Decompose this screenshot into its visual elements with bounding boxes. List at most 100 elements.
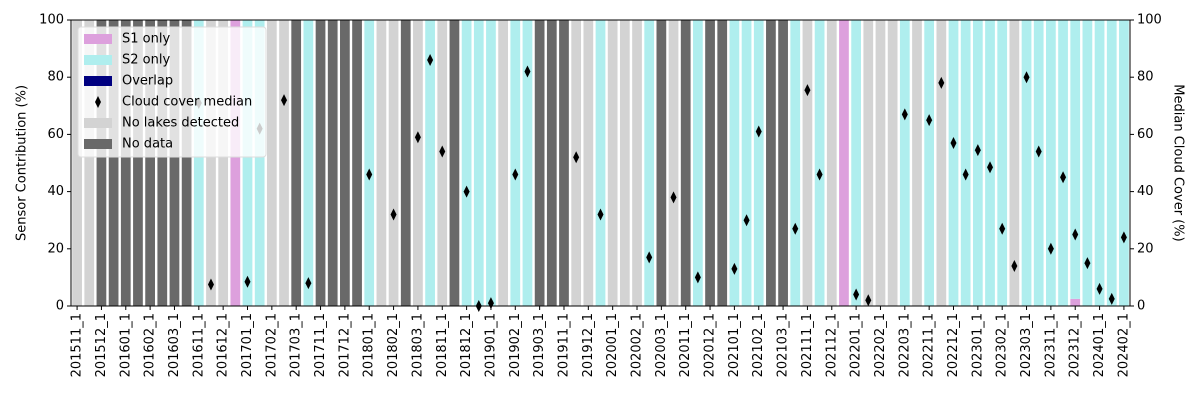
marker [792,222,799,235]
x-tick-label: 201511_1 [70,313,85,377]
bar [315,20,326,306]
x-tick-label: 201901_1 [483,313,498,377]
bar [899,20,910,306]
bar [972,20,983,306]
bar [376,20,387,306]
bar [522,20,533,306]
bar [157,20,168,306]
marker [865,294,872,307]
bar [656,20,667,306]
x-tick-label: 201911_1 [556,313,571,377]
marker [439,145,446,158]
x-tick-label: 201702_1 [264,313,279,377]
legend-swatch [84,34,112,44]
x-tick-label: 202003_1 [654,313,669,377]
marker [427,54,434,67]
bar [717,20,728,306]
marker [524,65,531,78]
marker [1120,231,1127,244]
bar [1106,20,1117,306]
axes-frame [70,19,1131,307]
marker [1035,145,1042,158]
legend-swatch [84,76,112,86]
y-tick-label: 100 [39,13,64,28]
y-tick-label: 0 [56,299,64,314]
marker [853,288,860,301]
marker [414,131,421,144]
bar [607,20,618,306]
x-tick-label: 201712_1 [337,313,352,377]
bar [778,20,788,306]
bar [839,20,849,306]
x-tick-label: 202303_1 [1019,313,1034,377]
marker [646,251,653,264]
x-tick-label: 201802_1 [386,313,401,377]
marker [1096,282,1103,295]
bar [169,20,180,306]
x-tick-label: 201801_1 [362,313,377,377]
x-tick-label: 202103_1 [776,313,791,377]
bar [948,20,959,306]
bar [254,20,265,306]
bar [1021,20,1032,306]
marker [597,208,604,221]
marker [366,168,373,181]
bar [753,20,764,306]
bar [206,20,216,306]
bar [912,20,922,306]
bar [851,20,861,306]
marker [743,214,750,227]
x-tick-label: 202203_1 [897,313,912,377]
bar [790,20,801,306]
x-tick-label: 202402_1 [1116,313,1131,377]
legend-swatch [84,139,112,149]
legend-label: Cloud cover median [122,95,252,110]
x-tick-label: 202201_1 [849,313,864,377]
marker [1108,292,1115,305]
bar [887,20,898,306]
marker [1023,71,1030,84]
bar [230,20,241,306]
bar [291,20,302,306]
x-tick-label: 201603_1 [167,313,182,377]
bar [936,20,947,306]
x-tick-label: 202312_1 [1068,313,1083,377]
bar [729,20,740,306]
bar [559,20,569,306]
bar [534,20,545,306]
legend-label: No data [122,137,173,152]
bar [193,20,204,306]
bar [1009,20,1020,306]
y-tick-label: 60 [47,127,64,142]
marker [463,185,470,198]
marker [573,151,580,164]
bar [133,20,143,306]
marker [901,108,908,121]
bar [486,20,496,306]
legend-label: S1 only [122,32,170,47]
bar [303,20,314,306]
x-tick-label: 201803_1 [410,313,425,377]
bar [875,20,886,306]
marker [987,161,994,174]
marker [390,208,397,221]
bar [632,20,642,306]
bar [619,20,630,306]
marker [1060,171,1067,184]
x-tick-label: 202001_1 [605,313,620,377]
x-tick-label: 202011_1 [678,313,693,377]
marker [731,262,738,275]
x-tick-label: 201602_1 [143,313,158,377]
bar [546,20,557,306]
bar [400,20,411,306]
bar [449,20,460,306]
y2-tick-label: 40 [1137,184,1154,199]
y2-tick-label: 0 [1137,299,1145,314]
x-tick-label: 202302_1 [995,313,1010,377]
bar [96,20,107,306]
bar [1058,20,1068,306]
bar [120,20,131,306]
x-tick-label: 201611_1 [191,313,206,377]
marker [512,168,519,181]
